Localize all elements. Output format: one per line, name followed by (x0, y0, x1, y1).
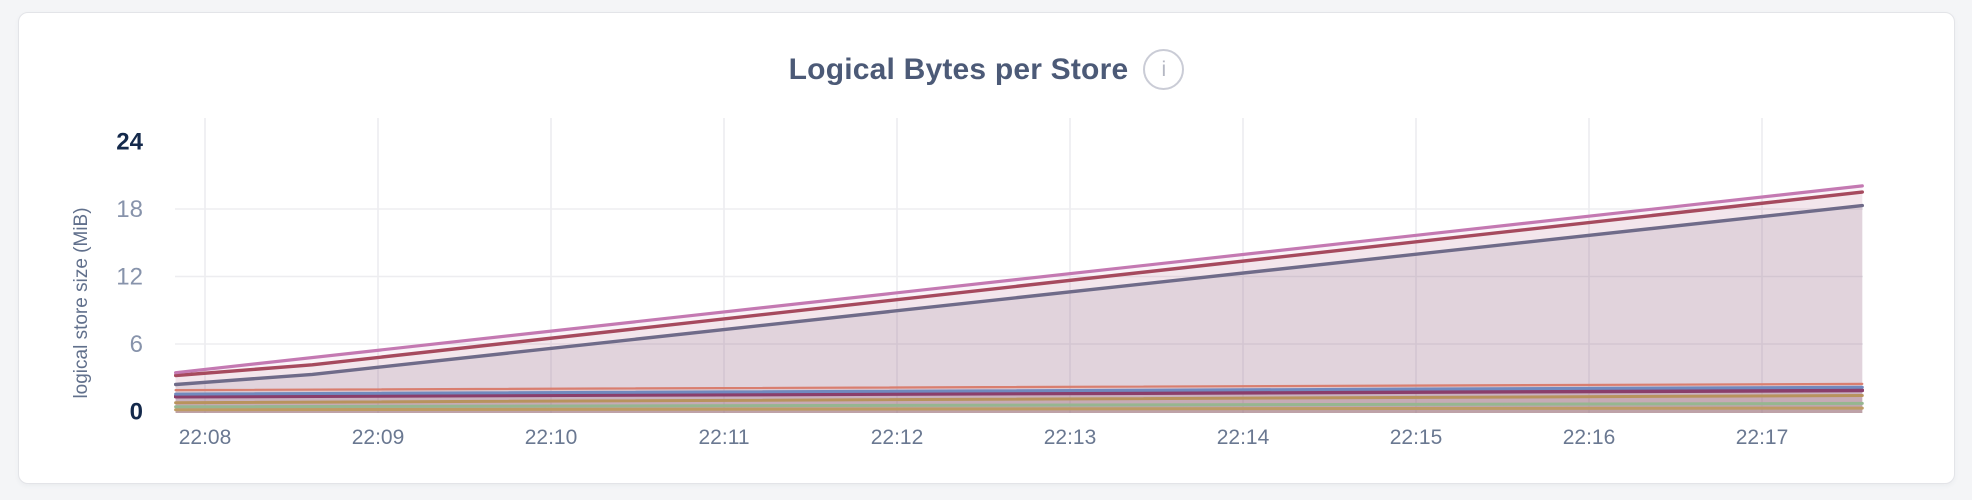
y-tick-label: 12 (116, 264, 143, 291)
series-6-line (174, 388, 1864, 399)
x-tick-label: 22:11 (699, 426, 750, 449)
y-tick-label: 18 (116, 196, 143, 223)
chart-header: Logical Bytes per Store i (19, 49, 1954, 90)
series-1-line (174, 184, 1864, 375)
series-7-line (174, 394, 1864, 405)
series-1-area (175, 185, 1863, 413)
x-tick-label: 22:10 (525, 426, 578, 449)
series-3-line (174, 203, 1864, 387)
y-tick-label: 24 (116, 129, 143, 156)
series-5-line (174, 385, 1864, 396)
x-tick-label: 22:16 (1563, 426, 1616, 449)
x-tick-label: 22:09 (352, 426, 405, 449)
chart-title: Logical Bytes per Store (788, 52, 1129, 86)
x-tick-label: 22:13 (1044, 426, 1097, 449)
x-tick-label: 22:15 (1390, 426, 1443, 449)
x-tick-label: 22:14 (1217, 426, 1270, 449)
x-tick-label: 22:12 (871, 426, 924, 449)
info-icon-glyph: i (1161, 58, 1167, 81)
x-tick-label: 22:08 (179, 426, 232, 449)
series-2-area (175, 192, 1863, 413)
y-tick-label: 0 (130, 399, 143, 426)
info-icon[interactable]: i (1143, 49, 1185, 90)
series-8-line (174, 401, 1864, 409)
series-4-line (174, 382, 1864, 392)
x-tick-label: 22:17 (1736, 426, 1789, 449)
series-3-area (175, 205, 1863, 413)
y-tick-label: 6 (130, 331, 143, 358)
chart-plot-area[interactable] (175, 118, 1863, 413)
series-9-line (174, 406, 1864, 412)
series-2-line (174, 190, 1864, 378)
